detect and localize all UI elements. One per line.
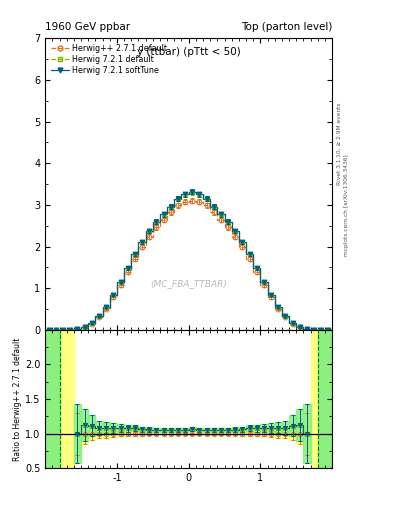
Text: Rivet 3.1.10, ≥ 2.9M events: Rivet 3.1.10, ≥ 2.9M events [337, 102, 342, 185]
Text: (MC_FBA_TTBAR): (MC_FBA_TTBAR) [150, 279, 227, 288]
Text: 1960 GeV ppbar: 1960 GeV ppbar [45, 22, 130, 32]
Text: mcplots.cern.ch [arXiv:1306.3436]: mcplots.cern.ch [arXiv:1306.3436] [344, 154, 349, 255]
Legend: Herwig++ 2.7.1 default, Herwig 7.2.1 default, Herwig 7.2.1 softTune: Herwig++ 2.7.1 default, Herwig 7.2.1 def… [49, 42, 168, 77]
Y-axis label: Ratio to Herwig++ 2.7.1 default: Ratio to Herwig++ 2.7.1 default [13, 337, 22, 461]
Text: Top (parton level): Top (parton level) [241, 22, 332, 32]
Text: y (ttbar) (pTtt < 50): y (ttbar) (pTtt < 50) [137, 47, 241, 57]
